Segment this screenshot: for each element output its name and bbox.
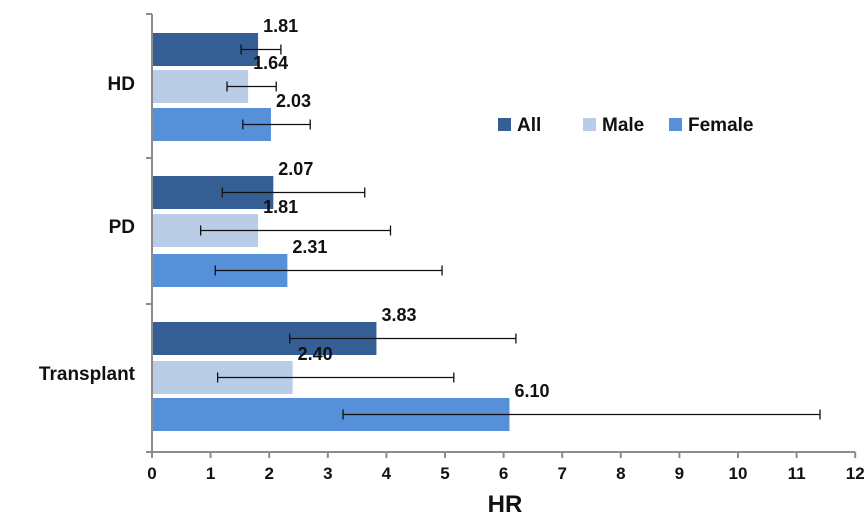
legend-swatch [669, 118, 682, 131]
x-tick-label: 12 [846, 464, 865, 483]
value-label: 2.07 [278, 159, 313, 179]
error-bar [226, 81, 277, 92]
x-tick-label: 5 [440, 464, 449, 483]
error-bar [242, 119, 311, 130]
x-tick-label: 7 [557, 464, 566, 483]
category-label: PD [109, 217, 135, 238]
error-bar [214, 265, 443, 276]
x-tick-label: 3 [323, 464, 332, 483]
value-label: 1.81 [263, 197, 298, 217]
value-label: 3.83 [381, 305, 416, 325]
x-tick-label: 9 [675, 464, 684, 483]
x-tick-label: 4 [382, 464, 392, 483]
error-bar [221, 187, 366, 198]
error-bar [240, 44, 282, 55]
legend-swatch [498, 118, 511, 131]
legend-label: All [517, 115, 541, 136]
value-label: 2.31 [292, 237, 327, 257]
value-label: 2.40 [298, 344, 333, 364]
value-label: 1.81 [263, 16, 298, 36]
x-axis-title: HR [488, 491, 523, 518]
x-tick-label: 6 [499, 464, 508, 483]
value-label: 6.10 [514, 381, 549, 401]
error-bar [342, 409, 821, 420]
x-tick-label: 1 [206, 464, 215, 483]
x-tick-label: 8 [616, 464, 625, 483]
category-label: Transplant [39, 364, 136, 385]
x-tick-label: 2 [264, 464, 273, 483]
error-bar [199, 225, 392, 236]
error-bar [216, 372, 455, 383]
legend-label: Male [602, 115, 644, 136]
x-tick-label: 0 [147, 464, 156, 483]
error-bar [289, 333, 517, 344]
legend-swatch [583, 118, 596, 131]
value-label: 2.03 [276, 91, 311, 111]
value-label: 1.64 [253, 53, 288, 73]
x-tick-label: 10 [729, 464, 748, 483]
x-tick-label: 11 [788, 464, 806, 483]
category-label: HD [108, 74, 135, 95]
legend-label: Female [688, 115, 753, 136]
